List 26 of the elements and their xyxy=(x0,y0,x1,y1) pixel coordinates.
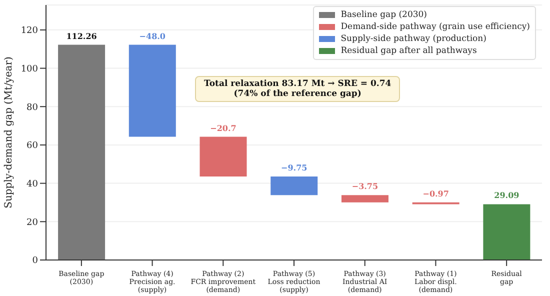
y-tick-label: 100 xyxy=(20,64,38,74)
y-tick-label: 0 xyxy=(32,256,38,266)
bar xyxy=(341,195,388,202)
data-label: −3.75 xyxy=(352,181,378,192)
y-tick-label: 40 xyxy=(26,180,38,190)
y-tick-label: 20 xyxy=(26,218,38,228)
data-label: −48.0 xyxy=(139,30,166,41)
y-tick-label: 60 xyxy=(26,141,38,152)
legend-label: Residual gap after all pathways xyxy=(340,45,477,57)
legend-label: Baseline gap (2030) xyxy=(340,9,428,21)
data-label: 112.26 xyxy=(66,30,98,41)
data-label: −9.75 xyxy=(281,162,308,172)
bar xyxy=(270,176,318,196)
bar xyxy=(128,44,176,137)
bar xyxy=(200,136,247,176)
y-tick-label: 120 xyxy=(20,26,38,36)
legend-label: Demand-side pathway (grain use efficiency) xyxy=(340,21,530,33)
bar xyxy=(58,44,106,260)
data-label: −0.97 xyxy=(422,188,449,198)
data-label: 29.09 xyxy=(494,190,520,200)
data-label: −20.7 xyxy=(210,122,236,133)
annotation: Total relaxation 83.17 Mt → SRE = 0.74 (74% of the reference gap) xyxy=(195,76,400,102)
legend-label: Supply-side pathway (production) xyxy=(340,33,486,45)
y-axis-title: Supply-demand gap (Mt/year) xyxy=(4,56,15,208)
y-tick-label: 80 xyxy=(26,102,38,113)
bar xyxy=(483,204,530,260)
